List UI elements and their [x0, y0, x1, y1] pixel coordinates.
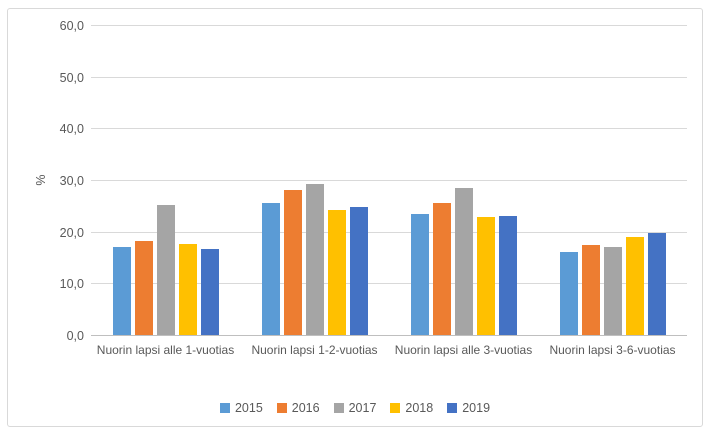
category-label-0: Nuorin lapsi alle 1-vuotias	[96, 343, 235, 357]
bar-group-3	[538, 26, 687, 335]
bar-group-0	[91, 26, 240, 335]
bar-2018-category-0	[178, 244, 197, 335]
legend: 2015 2016 2017 2018 2019	[8, 401, 702, 415]
bar-2017-category-2	[454, 188, 473, 335]
bar-2018-category-1	[327, 209, 346, 335]
bar-2019-category-1	[349, 207, 368, 335]
legend-item-2015: 2015	[219, 401, 263, 415]
bar-2019-category-2	[498, 215, 517, 335]
bar-group-2	[389, 26, 538, 335]
y-tick-0: 0,0	[66, 329, 84, 343]
y-tick-30: 30,0	[59, 174, 84, 188]
legend-item-2016: 2016	[276, 401, 320, 415]
bar-2017-category-0	[156, 205, 175, 335]
legend-label: 2016	[291, 401, 320, 415]
gridline-30	[91, 180, 687, 181]
legend-label: 2019	[462, 401, 491, 415]
legend-label: 2017	[348, 401, 377, 415]
category-label-2: Nuorin lapsi alle 3-vuotias	[394, 343, 533, 357]
bar-2015-category-1	[261, 202, 280, 335]
plot-area	[91, 25, 687, 336]
bar-2018-category-3	[625, 236, 644, 335]
chart-frame: % 0,0 10,0 20,0 30,0 40,0 50,0 60,0 Nuorin lap…	[7, 8, 703, 427]
bar-2019-category-3	[647, 232, 666, 335]
legend-swatch-icon	[276, 403, 287, 413]
bar-2018-category-2	[476, 217, 495, 335]
gridline-50	[91, 76, 687, 78]
legend-label: 2015	[234, 401, 263, 415]
legend-swatch-icon	[447, 403, 458, 413]
legend-item-2019: 2019	[447, 401, 490, 415]
bar-2015-category-3	[559, 252, 578, 335]
y-tick-40: 40,0	[59, 122, 84, 137]
gridline-10	[91, 283, 687, 285]
bar-group-1	[240, 26, 389, 335]
bar-2016-category-3	[581, 244, 600, 335]
bar-2017-category-1	[305, 183, 324, 335]
bar-2019-category-0	[200, 248, 219, 335]
x-axis-category-labels: Nuorin lapsi alle 1-vuotias Nuorin lapsi …	[91, 342, 687, 358]
legend-item-2018: 2018	[390, 401, 433, 415]
bar-2017-category-3	[603, 247, 622, 335]
gridline-40	[91, 128, 687, 130]
bar-2016-category-0	[134, 241, 153, 335]
gridline-20	[91, 231, 687, 233]
legend-item-2017: 2017	[333, 401, 377, 415]
bar-2016-category-1	[283, 190, 302, 335]
category-label-1: Nuorin lapsi 1-2-vuotias	[251, 343, 378, 357]
bar-2015-category-2	[410, 214, 429, 335]
legend-swatch-icon	[219, 403, 230, 413]
y-tick-50: 50,0	[59, 70, 84, 85]
y-axis-tick-labels: 0,0 10,0 20,0 30,0 40,0 50,0 60,0	[8, 19, 84, 343]
gridline-60	[91, 25, 687, 26]
y-tick-10: 10,0	[59, 277, 84, 292]
category-label-3: Nuorin lapsi 3-6-vuotias	[549, 343, 676, 357]
bar-2015-category-0	[112, 247, 131, 335]
bar-2016-category-2	[432, 203, 451, 335]
y-tick-60: 60,0	[59, 19, 84, 33]
legend-label: 2018	[405, 401, 434, 415]
legend-swatch-icon	[390, 403, 401, 413]
y-tick-20: 20,0	[59, 225, 84, 240]
legend-swatch-icon	[333, 403, 344, 413]
